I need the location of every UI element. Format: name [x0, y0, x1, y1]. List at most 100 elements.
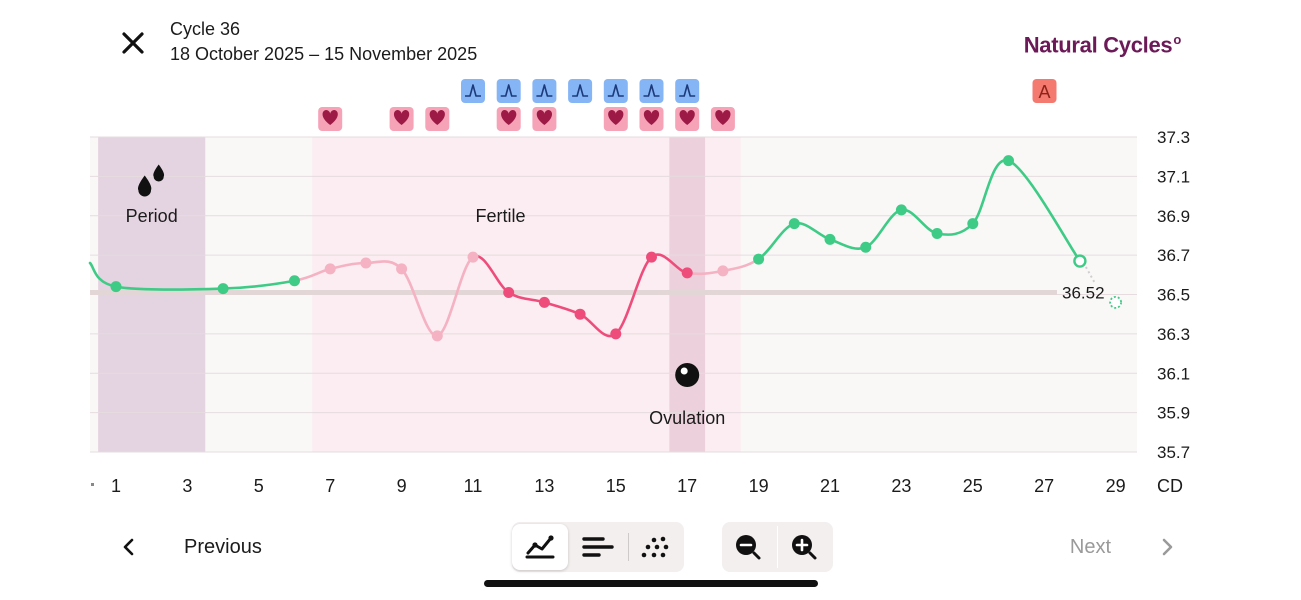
chevron-left-icon: [123, 538, 134, 556]
intercourse-marker: [675, 107, 700, 131]
heart-icon: [429, 110, 445, 125]
lh-test-marker: [532, 79, 557, 103]
temperature-points: [110, 155, 1122, 342]
zoom-in-button[interactable]: [778, 522, 833, 572]
home-indicator: [484, 580, 818, 587]
brand-logo: Natural Cycleso: [1023, 32, 1182, 58]
zoom-controls: [722, 522, 833, 572]
x-tick-label: 13: [534, 476, 554, 496]
line-segment: [1007, 159, 1082, 263]
bars-icon: [582, 537, 614, 557]
intercourse-marker: [710, 107, 735, 131]
lh-marker-bg: [639, 79, 664, 103]
zoom-in-icon: [792, 535, 817, 560]
temperature-point: [1003, 155, 1014, 167]
heart-icon: [715, 110, 731, 125]
ovulation-label: Ovulation: [649, 408, 725, 428]
coverline-group: 36.52: [90, 284, 1105, 303]
heart-icon: [643, 110, 660, 125]
list-view-button[interactable]: [570, 522, 626, 572]
x-tick-label: 1: [111, 476, 121, 496]
heart-icon: [322, 110, 338, 125]
temperature-point: [646, 251, 657, 263]
lh-marker-bg: [532, 79, 557, 103]
temperature-point: [217, 283, 229, 295]
y-tick-label: 36.5: [1157, 286, 1190, 305]
lh-marker-bg: [603, 79, 628, 103]
y-tick-label: 36.9: [1157, 207, 1190, 226]
lh-test-marker: [639, 79, 664, 103]
temperature-point: [360, 257, 372, 269]
egg-highlight: [680, 367, 688, 375]
intercourse-marker: [496, 107, 521, 131]
projected-point: [1109, 295, 1122, 309]
x-tick-label: 9: [397, 476, 407, 496]
scatter-view-button[interactable]: [628, 522, 684, 572]
previous-button[interactable]: Previous: [112, 522, 262, 572]
temperature-chart[interactable]: 36.52 37.337.136.936.736.536.336.135.935…: [0, 0, 1301, 510]
zoom-divider: [777, 526, 778, 568]
top-markers: A: [318, 79, 1057, 131]
temperature-point: [967, 218, 979, 230]
temperature-point-open: [1073, 254, 1087, 268]
heart-icon: [536, 110, 553, 125]
lh-marker-bg: [461, 79, 485, 103]
x-tick-label: 19: [749, 476, 769, 496]
next-button[interactable]: Next: [1070, 522, 1189, 572]
x-tick-label: 7: [325, 476, 335, 496]
view-divider: [628, 533, 629, 561]
temperature-point: [895, 204, 907, 216]
band-labels: Period Fertile Ovulation: [126, 164, 725, 428]
lh-peak-icon: [465, 84, 481, 97]
temperature-point: [753, 253, 765, 265]
temperature-point: [538, 296, 550, 308]
drop-shape: [138, 175, 152, 197]
close-icon: [122, 32, 144, 54]
brand-mark: o: [1173, 32, 1181, 47]
line-segment: [114, 285, 225, 291]
lh-peak-icon: [572, 84, 589, 97]
x-axis-edge-tick: [91, 483, 94, 486]
x-tick-label: 11: [464, 476, 483, 496]
lh-peak-icon: [500, 84, 517, 97]
y-tick-label: 35.9: [1157, 404, 1190, 423]
zoom-out-button[interactable]: [722, 522, 777, 572]
lh-marker-bg: [496, 79, 521, 103]
temperature-point: [931, 227, 943, 239]
y-axis-labels: 37.3 37.1 36.9 36.7 36.5 36.3 36.1 35.9 35.7: [1157, 128, 1190, 462]
zoom-out-icon: [736, 535, 761, 560]
brand-name: Natural Cycles: [1023, 32, 1173, 58]
temperature-point: [860, 241, 872, 253]
temperature-point: [574, 308, 586, 320]
drops-icon: [138, 164, 165, 197]
temperature-point: [396, 263, 408, 275]
alert-marker-label: A: [1038, 82, 1050, 102]
intercourse-marker: [318, 107, 343, 131]
intercourse-marker: [603, 107, 628, 131]
temperature-point: [467, 251, 479, 263]
y-tick-label: 37.3: [1157, 128, 1190, 147]
projection-connector: [1085, 266, 1097, 285]
lh-test-marker: [568, 79, 593, 103]
x-tick-label: 5: [254, 476, 264, 496]
lh-marker-bg: [675, 79, 700, 103]
lh-peak-icon: [679, 84, 696, 97]
lh-test-marker: [496, 79, 521, 103]
x-tick-label: 25: [963, 476, 983, 496]
intercourse-marker: [425, 107, 450, 131]
x-axis-label: CD: [1157, 476, 1183, 496]
alert-marker-bg: [1032, 79, 1057, 103]
y-tick-label: 35.7: [1157, 443, 1190, 462]
lh-marker-bg: [568, 79, 593, 103]
alert-marker: A: [1032, 79, 1057, 103]
line-graph-icon: [525, 535, 555, 559]
x-tick-label: 3: [182, 476, 192, 496]
intercourse-marker: [532, 107, 557, 131]
period-label: Period: [126, 206, 178, 226]
close-button[interactable]: [116, 26, 150, 60]
graph-view-button[interactable]: [512, 524, 568, 570]
heart-icon: [501, 110, 517, 125]
temperature-point: [717, 265, 729, 277]
scatter-dots-icon: [641, 536, 669, 558]
chevron-right-icon: [1162, 538, 1173, 556]
